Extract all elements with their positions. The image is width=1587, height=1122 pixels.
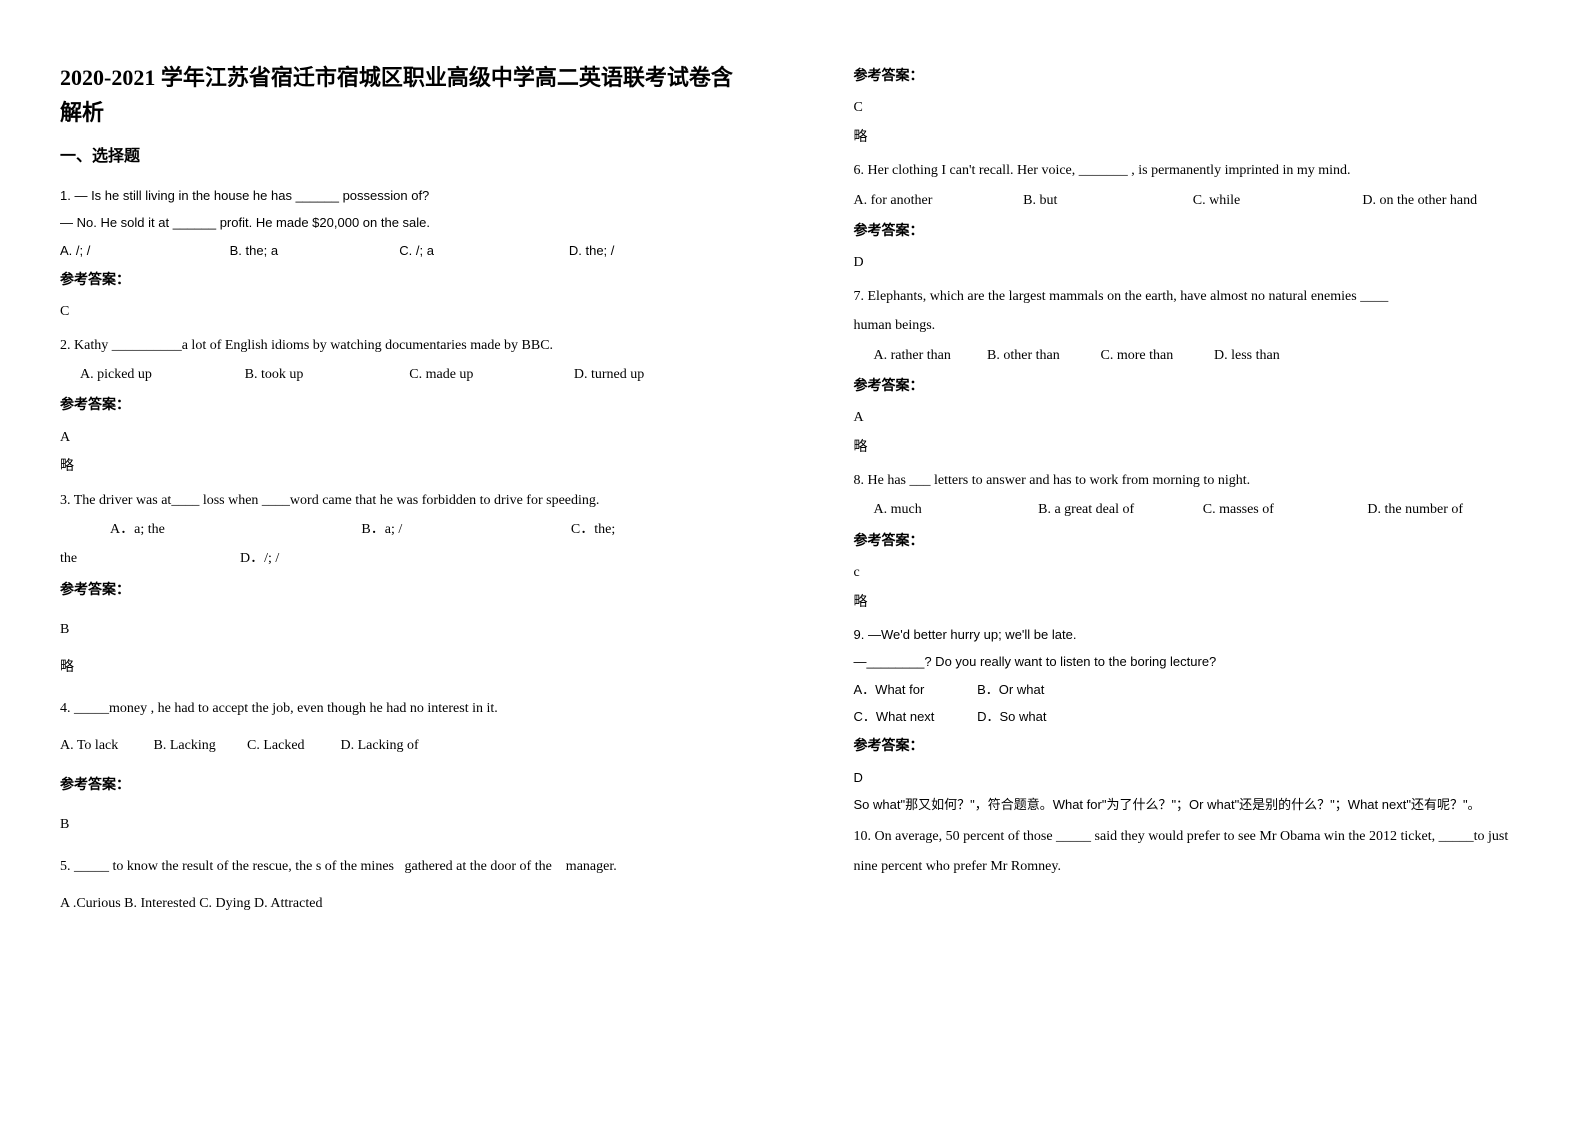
q6-line1: 6. Her clothing I can't recall. Her voic…	[854, 156, 1533, 185]
q2-answer: A	[60, 423, 739, 452]
q3-opt-b: B．a; /	[361, 515, 571, 544]
q9-opt-b: B．Or what	[977, 682, 1044, 697]
q8-line1: 8. He has ___ letters to answer and has …	[854, 466, 1533, 495]
q7-line1: 7. Elephants, which are the largest mamm…	[854, 282, 1533, 311]
q9-opt-a: A．What for	[854, 676, 974, 703]
q5-answer: C	[854, 93, 1533, 122]
q1-answer-label: 参考答案：	[60, 266, 739, 295]
q3-opt-c: C．the;	[571, 515, 739, 544]
q9-explanation: So what"那又如何？"，符合题意。What for"为了什么？"；Or w…	[854, 791, 1533, 818]
section-heading: 一、选择题	[60, 140, 739, 174]
q4-opt-c: C. Lacked	[247, 731, 337, 760]
q9-answer: D	[854, 764, 1533, 791]
q3-opt-c2: the	[60, 544, 240, 573]
right-column: 参考答案： C 略 6. Her clothing I can't recall…	[794, 0, 1587, 1122]
q4-opt-a: A. To lack	[60, 731, 150, 760]
q1-opt-c: C. /; a	[399, 237, 569, 264]
q4-opt-d: D. Lacking of	[341, 731, 419, 760]
q2-opt-d: D. turned up	[574, 360, 739, 389]
q4-answer: B	[60, 810, 739, 839]
q6-opt-b: B. but	[1023, 186, 1193, 215]
q3-line1: 3. The driver was at____ loss when ____w…	[60, 486, 739, 515]
q2-opt-c: C. made up	[409, 360, 574, 389]
q3-omit: 略	[60, 653, 739, 682]
q1-answer: C	[60, 297, 739, 326]
q1-line1: 1. — Is he still living in the house he …	[60, 182, 739, 209]
q7-answer: A	[854, 403, 1533, 432]
q8-opt-d: D. the number of	[1367, 495, 1532, 524]
q1-line2: — No. He sold it at ______ profit. He ma…	[60, 209, 739, 236]
q2-omit: 略	[60, 452, 739, 481]
q7-opt-c: C. more than	[1101, 341, 1211, 370]
q2-options: A. picked up B. took up C. made up D. tu…	[60, 360, 739, 389]
q7-line2: human beings.	[854, 311, 1533, 340]
q3-opt-d: D．/; /	[240, 544, 279, 573]
q4-line1: 4. _____money , he had to accept the job…	[60, 694, 739, 723]
left-column: 2020-2021 学年江苏省宿迁市宿城区职业高级中学高二英语联考试卷含解析 一…	[0, 0, 794, 1122]
q4-opt-b: B. Lacking	[154, 731, 244, 760]
q7-options: A. rather than B. other than C. more tha…	[854, 341, 1533, 370]
q6-options: A. for another B. but C. while D. on the…	[854, 186, 1533, 215]
q2-line1: 2. Kathy __________a lot of English idio…	[60, 331, 739, 360]
q9-opt-d: D．So what	[977, 709, 1046, 724]
q2-opt-a: A. picked up	[80, 360, 245, 389]
q2-answer-label: 参考答案：	[60, 391, 739, 420]
q6-opt-a: A. for another	[854, 186, 1024, 215]
q9-line2: —________? Do you really want to listen …	[854, 648, 1533, 675]
q4-options: A. To lack B. Lacking C. Lacked D. Lacki…	[60, 731, 739, 760]
q7-answer-label: 参考答案：	[854, 372, 1533, 401]
q3-options-row2: the D．/; /	[60, 544, 739, 573]
q9-options-row2: C．What next D．So what	[854, 703, 1533, 730]
q8-opt-a: A. much	[874, 495, 1039, 524]
q7-omit: 略	[854, 433, 1533, 462]
q9-opt-c: C．What next	[854, 703, 974, 730]
q2-opt-b: B. took up	[245, 360, 410, 389]
q8-omit: 略	[854, 588, 1533, 617]
q7-opt-b: B. other than	[987, 341, 1097, 370]
q3-answer: B	[60, 615, 739, 644]
q6-answer-label: 参考答案：	[854, 217, 1533, 246]
q4-answer-label: 参考答案：	[60, 771, 739, 800]
q9-options-row1: A．What for B．Or what	[854, 676, 1533, 703]
q6-opt-c: C. while	[1193, 186, 1363, 215]
q1-opt-a: A. /; /	[60, 237, 230, 264]
q6-opt-d: D. on the other hand	[1362, 186, 1532, 215]
q1-options: A. /; / B. the; a C. /; a D. the; /	[60, 237, 739, 264]
q7-opt-d: D. less than	[1214, 341, 1280, 370]
q3-answer-label: 参考答案：	[60, 576, 739, 605]
q5-options: A .Curious B. Interested C. Dying D. Att…	[60, 889, 739, 918]
q8-answer-label: 参考答案：	[854, 527, 1533, 556]
q9-answer-label: 参考答案：	[854, 732, 1533, 761]
q5-text: 5. _____ to know the result of the rescu…	[60, 852, 739, 881]
q1-opt-b: B. the; a	[230, 237, 400, 264]
q8-answer: c	[854, 558, 1533, 587]
q5-answer-label: 参考答案：	[854, 62, 1533, 91]
q7-opt-a: A. rather than	[874, 341, 984, 370]
exam-title: 2020-2021 学年江苏省宿迁市宿城区职业高级中学高二英语联考试卷含解析	[60, 60, 739, 130]
q3-opt-a: A．a; the	[60, 515, 361, 544]
q8-options: A. much B. a great deal of C. masses of …	[854, 495, 1533, 524]
q10-line1: 10. On average, 50 percent of those ____…	[854, 822, 1533, 881]
q9-line1: 9. —We'd better hurry up; we'll be late.	[854, 621, 1533, 648]
q6-answer: D	[854, 248, 1533, 277]
q3-options-row1: A．a; the B．a; / C．the;	[60, 515, 739, 544]
q8-opt-c: C. masses of	[1203, 495, 1368, 524]
q5-omit: 略	[854, 123, 1533, 152]
q1-opt-d: D. the; /	[569, 237, 739, 264]
q8-opt-b: B. a great deal of	[1038, 495, 1203, 524]
